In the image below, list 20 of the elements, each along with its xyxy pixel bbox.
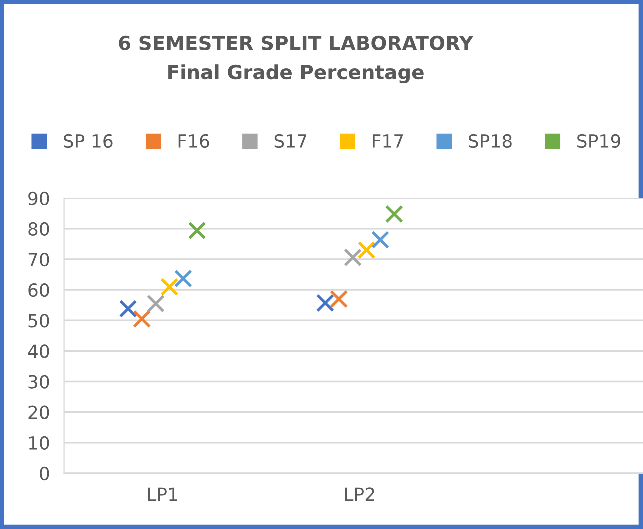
y-tick-label: 40 <box>28 344 50 358</box>
chart-title: 6 SEMESTER SPLIT LABORATORY <box>119 36 474 51</box>
y-tick-label: 50 <box>28 314 50 328</box>
legend-label: SP18 <box>469 134 512 148</box>
y-tick-label: 30 <box>28 375 50 389</box>
x-tick-label: LP1 <box>148 488 178 502</box>
legend-label: S17 <box>274 134 307 148</box>
chart-subtitle: Final Grade Percentage <box>168 64 424 84</box>
y-tick-label: 80 <box>28 222 50 236</box>
y-tick-label: 90 <box>28 192 50 206</box>
legend-label: SP 16 <box>64 134 113 148</box>
y-tick-label: 20 <box>28 406 50 420</box>
legend-label: SP19 <box>578 134 620 148</box>
x-tick-label: LP2 <box>345 488 374 502</box>
y-tick-label: 10 <box>29 436 50 450</box>
y-tick-label: 70 <box>28 252 50 267</box>
y-tick-label: 60 <box>28 284 50 298</box>
legend-label: F16 <box>178 134 210 148</box>
legend-label: F17 <box>373 134 404 148</box>
y-tick-label: 0 <box>40 466 50 481</box>
